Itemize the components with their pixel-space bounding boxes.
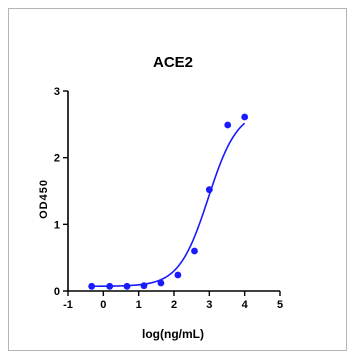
x-tick-label: -1 — [63, 299, 73, 311]
y-tick-label: 2 — [54, 153, 60, 165]
data-points-group — [88, 113, 249, 290]
data-point — [123, 282, 131, 290]
axes-group — [67, 91, 280, 292]
y-axis-label: OD450 — [38, 179, 50, 219]
x-tick-label: 3 — [206, 299, 212, 311]
chart-frame: ACE2 OD450 log(ng/mL) -1 0 1 2 3 4 5 0 1 2 3 — [8, 8, 347, 351]
x-tick-label: 4 — [242, 299, 249, 311]
x-axis-label: log(ng/mL) — [142, 327, 204, 341]
data-point — [140, 282, 148, 290]
data-point — [191, 247, 198, 255]
y-tick-label: 1 — [54, 219, 60, 231]
fit-curve-group — [91, 122, 246, 288]
x-tick-label: 2 — [171, 299, 177, 311]
data-point — [174, 271, 182, 279]
data-point — [205, 186, 213, 194]
chart-title: ACE2 — [153, 54, 193, 71]
y-tick-label: 0 — [54, 286, 60, 298]
fit-curve — [91, 122, 246, 288]
data-point — [224, 121, 232, 129]
data-point — [157, 279, 165, 287]
x-tick-label: 1 — [136, 299, 142, 311]
x-tick-label: 5 — [277, 299, 283, 311]
data-point — [241, 113, 249, 121]
x-tick-label: 0 — [100, 299, 106, 311]
data-point — [88, 282, 96, 290]
y-tick-label: 3 — [54, 86, 60, 98]
data-point — [106, 282, 114, 290]
